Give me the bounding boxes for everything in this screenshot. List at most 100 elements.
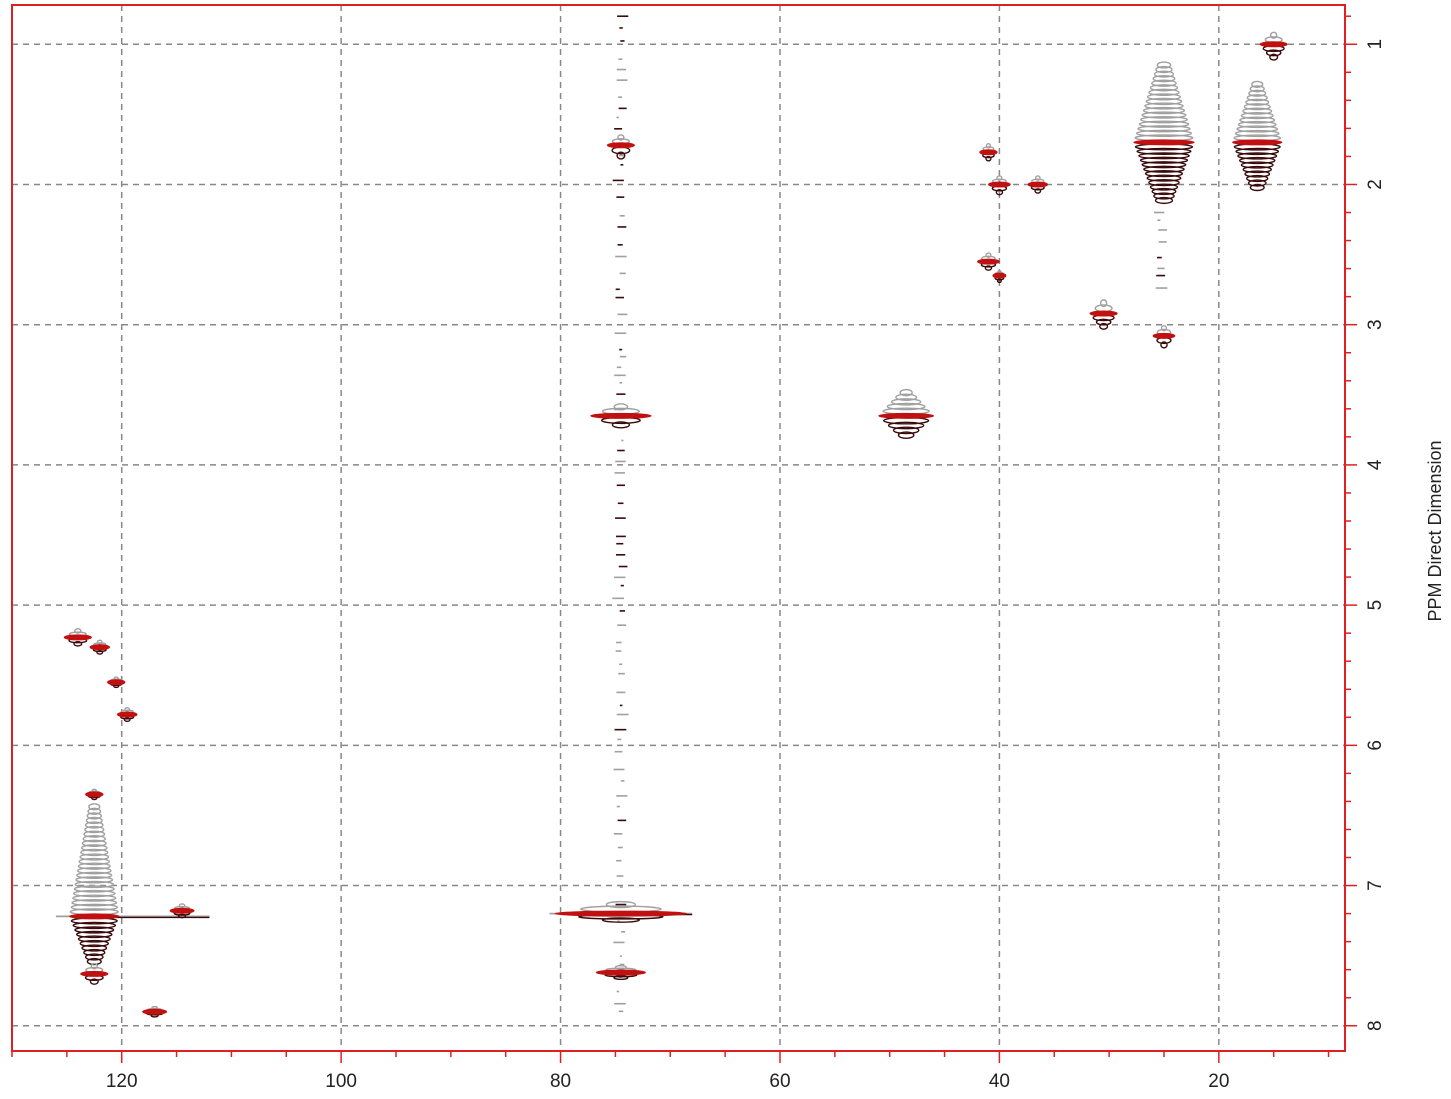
positive-contour [985,142,992,149]
positive-contour [73,885,115,893]
negative-contour [1242,165,1272,174]
peak-center [1089,310,1118,317]
negative-contour [1153,192,1175,200]
peak-center [992,272,1007,279]
positive-contour [87,807,102,815]
positive-contour [77,862,111,870]
peak-center [142,1008,168,1015]
negative-contour [1238,156,1276,165]
negative-contour [1146,174,1182,182]
y-tick-label: 8 [1365,1020,1386,1031]
positive-contour [1236,125,1279,133]
positive-contour [1153,70,1175,78]
negative-contour [86,957,102,966]
negative-contour [1244,170,1271,178]
positive-contour [76,871,113,879]
peak-center [878,412,934,419]
negative-contour [1141,161,1187,169]
positive-contour [88,803,101,811]
y-tick-label: 7 [1365,880,1386,891]
negative-contour [81,944,108,952]
negative-contour [123,717,131,723]
positive-contour [1145,97,1183,106]
positive-contour [895,393,918,401]
positive-contour [899,388,913,397]
negative-contour [1143,165,1185,173]
negative-contour [1235,147,1280,156]
positive-contour [1099,299,1108,308]
peak-center [554,910,688,917]
negative-contour [1154,196,1174,205]
y-tick-label: 5 [1365,600,1386,611]
y-tick-label: 2 [1365,179,1386,190]
peak-center [977,258,1000,265]
positive-contour [614,964,628,970]
positive-contour [1160,324,1168,332]
positive-contour [1141,111,1187,119]
grid-lines [12,5,1345,1051]
peak-center [590,412,652,419]
positive-contour [96,639,103,645]
contour-peaks [55,15,1288,1018]
negative-contour [84,953,104,961]
peak-center [1259,41,1288,48]
positive-contour [80,844,108,852]
x-tick-label: 40 [989,1071,1010,1092]
positive-contour [1138,120,1190,128]
negative-contour [1246,174,1269,183]
peak-center [979,149,998,156]
negative-contour [73,641,83,647]
peak-center [63,634,92,641]
negative-contour [1151,187,1177,196]
axis-ticks [11,15,1357,1063]
y-tick-label: 3 [1365,319,1386,330]
negative-contour [1139,156,1189,164]
positive-contour [1152,75,1176,83]
negative-contour [995,188,1004,196]
x-tick-label: 20 [1208,1071,1229,1092]
positive-contour [1251,80,1264,88]
positive-contour [81,839,107,847]
positive-contour [76,867,112,875]
peak-center [69,913,120,920]
positive-contour [1034,175,1041,181]
positive-contour [83,830,106,838]
negative-contour [96,649,104,655]
x-tick-label: 100 [325,1071,357,1092]
peak-center [988,181,1011,188]
positive-contour [1243,103,1271,111]
negative-contour [1034,188,1042,194]
positive-contour [78,857,111,866]
positive-contour [74,628,82,634]
peak-center [116,711,138,718]
peak-center [85,791,104,798]
peak-center [1232,139,1283,146]
negative-contour [613,975,629,981]
positive-contour [1149,84,1179,92]
x-tick-label: 80 [550,1071,571,1092]
negative-contour [616,151,626,160]
positive-contour [72,894,117,902]
negative-contour [1099,322,1109,330]
negative-contour [1148,178,1180,187]
negative-contour [887,421,925,430]
negative-contour [72,921,117,930]
negative-contour [1249,183,1265,192]
positive-contour [890,398,922,406]
positive-contour [613,403,629,411]
positive-contour [1151,79,1177,87]
positive-contour [886,402,926,411]
positive-contour [178,903,186,909]
positive-contour [617,134,625,141]
negative-contour [177,913,187,919]
negative-contour [1265,49,1282,57]
y-tick-label: 6 [1365,740,1386,751]
negative-contour [1237,152,1278,160]
positive-contour [1148,88,1180,96]
positive-contour [75,876,114,884]
negative-contour [89,978,99,985]
positive-contour [1142,106,1186,115]
tick-labels: 120 100 80 60 40 20 1 2 3 4 5 6 7 8 [106,39,1386,1092]
positive-contour [72,889,116,898]
y-axis-title: PPM Direct Dimension [1425,440,1445,621]
